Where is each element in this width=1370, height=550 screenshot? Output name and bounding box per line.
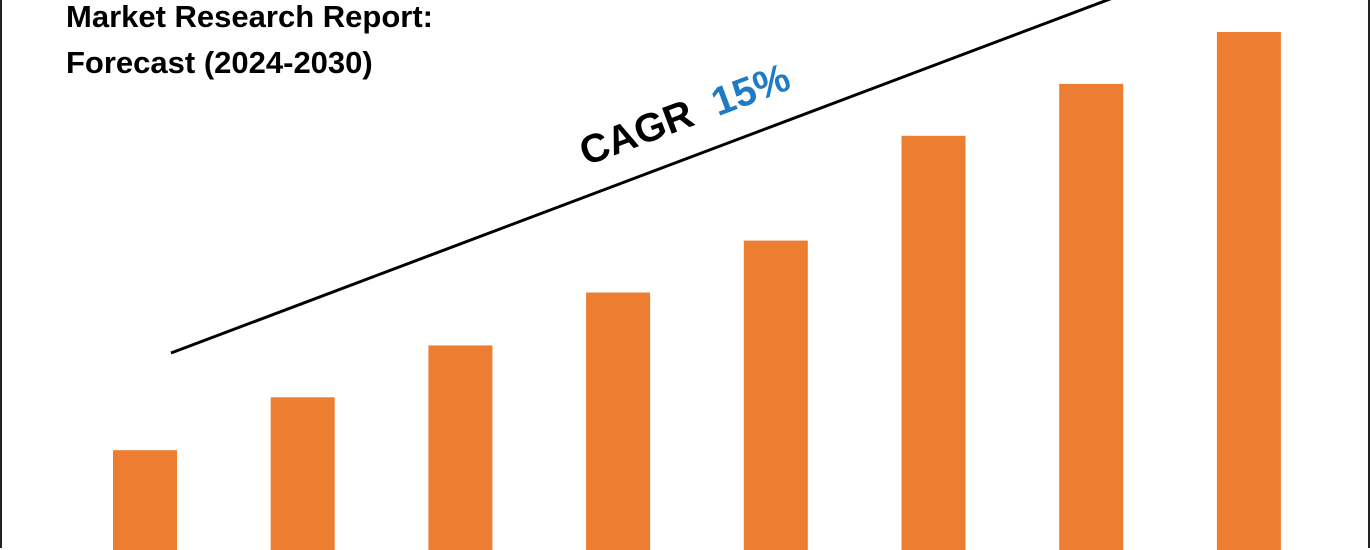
bar-3 [428, 345, 493, 550]
chart-title-line-1: Market Research Report: [66, 0, 433, 34]
bar-7 [1059, 83, 1124, 550]
bar-4 [586, 292, 651, 550]
bar-8 [1216, 32, 1281, 550]
bar-1 [113, 450, 177, 550]
chart-title-line-2: Forecast (2024-2030) [66, 45, 373, 80]
cagr-annotation: CAGR 15% [574, 55, 796, 174]
chart-title: Market Research Report: Forecast (2024-2… [66, 0, 433, 86]
bar-5 [743, 240, 808, 550]
bar-6 [901, 135, 966, 550]
cagr-value: 15% [706, 55, 796, 124]
bar-2 [270, 397, 335, 550]
bar-series [113, 32, 1281, 550]
trend-line [170, 0, 1112, 355]
